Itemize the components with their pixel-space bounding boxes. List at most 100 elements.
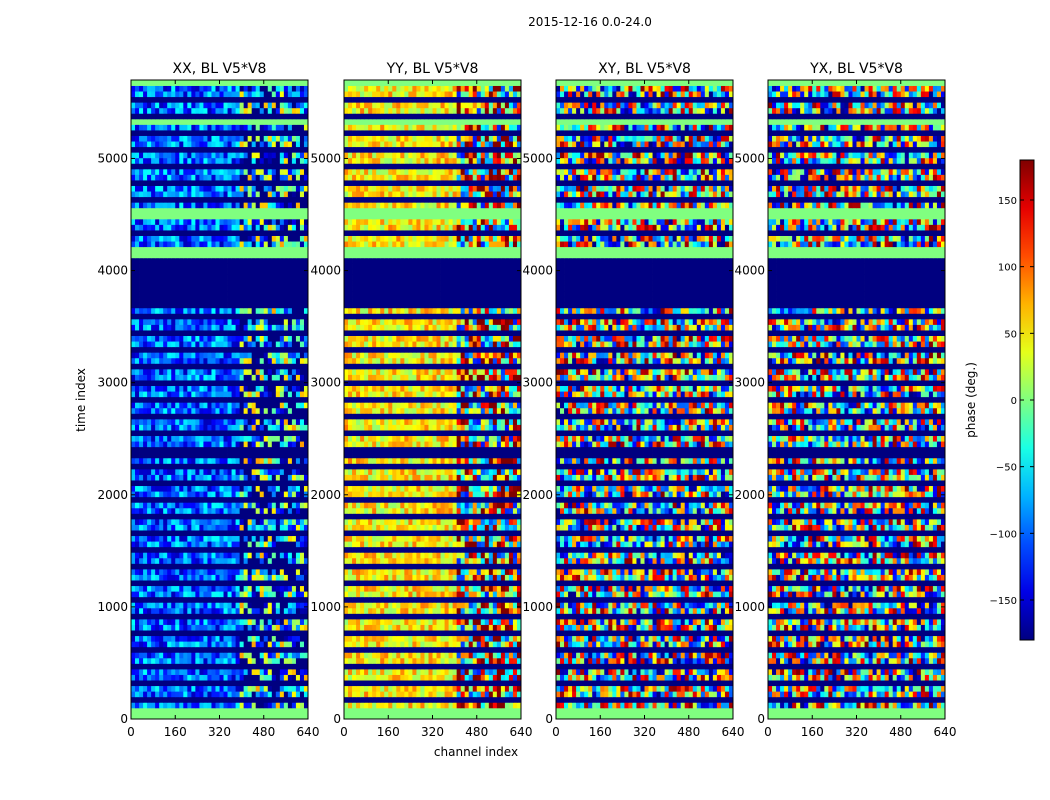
heatmap-cell: [292, 547, 296, 553]
heatmap-cell: [280, 541, 284, 547]
heatmap-cell: [288, 263, 292, 269]
heatmap-cell: [236, 608, 240, 614]
heatmap-cell: [288, 619, 292, 625]
heatmap-cell: [155, 558, 159, 564]
heatmap-cell: [147, 308, 151, 314]
heatmap-cell: [272, 686, 276, 692]
heatmap-cell: [195, 675, 199, 681]
heatmap-cell: [300, 291, 304, 297]
heatmap-cell: [179, 163, 183, 169]
heatmap-cell: [268, 224, 272, 230]
heatmap-cell: [232, 597, 236, 603]
heatmap-cell: [220, 291, 224, 297]
heatmap-cell: [203, 269, 207, 275]
heatmap-cell: [224, 319, 228, 325]
heatmap-cell: [224, 369, 228, 375]
heatmap-cell: [171, 591, 175, 597]
heatmap-cell: [143, 186, 147, 192]
heatmap-cell: [167, 536, 171, 542]
heatmap-cell: [228, 675, 232, 681]
heatmap-cell: [268, 663, 272, 669]
heatmap-cell: [288, 280, 292, 286]
heatmap-cell: [191, 297, 195, 303]
heatmap-cell: [232, 669, 236, 675]
heatmap-cell: [171, 397, 175, 403]
heatmap-cell: [159, 502, 163, 508]
heatmap-cell: [220, 636, 224, 642]
heatmap-cell: [232, 152, 236, 158]
heatmap-cell: [151, 691, 155, 697]
heatmap-cell: [131, 252, 135, 258]
heatmap-cell: [207, 174, 211, 180]
heatmap-cell: [175, 363, 179, 369]
heatmap-cell: [135, 191, 139, 197]
heatmap-cell: [147, 675, 151, 681]
heatmap-cell: [236, 341, 240, 347]
heatmap-cell: [300, 452, 304, 458]
heatmap-cell: [179, 552, 183, 558]
heatmap-cell: [276, 369, 280, 375]
heatmap-cell: [155, 541, 159, 547]
heatmap-cell: [163, 391, 167, 397]
heatmap-cell: [175, 263, 179, 269]
heatmap-cell: [236, 386, 240, 392]
heatmap-cell: [167, 269, 171, 275]
heatmap-cell: [240, 158, 244, 164]
heatmap-cell: [244, 569, 248, 575]
heatmap-cell: [236, 508, 240, 514]
heatmap-cell: [215, 569, 219, 575]
heatmap-cell: [179, 608, 183, 614]
heatmap-cell: [240, 675, 244, 681]
heatmap-cell: [248, 613, 252, 619]
heatmap-cell: [159, 375, 163, 381]
heatmap-cell: [143, 486, 147, 492]
heatmap-cell: [292, 336, 296, 342]
heatmap-cell: [151, 219, 155, 225]
heatmap-cell: [236, 419, 240, 425]
heatmap-cell: [252, 252, 256, 258]
heatmap-cell: [292, 669, 296, 675]
heatmap-cell: [288, 130, 292, 136]
heatmap-cell: [236, 580, 240, 586]
heatmap-cell: [268, 480, 272, 486]
heatmap-cell: [139, 386, 143, 392]
heatmap-cell: [224, 630, 228, 636]
heatmap-cell: [171, 219, 175, 225]
heatmap-cell: [256, 191, 260, 197]
heatmap-cell: [268, 313, 272, 319]
heatmap-cell: [268, 391, 272, 397]
heatmap-cell: [207, 297, 211, 303]
heatmap-cell: [272, 347, 276, 353]
heatmap-cell: [135, 569, 139, 575]
heatmap-cell: [260, 563, 264, 569]
heatmap-cell: [224, 558, 228, 564]
heatmap-cell: [224, 375, 228, 381]
heatmap-cell: [131, 241, 135, 247]
heatmap-cell: [139, 536, 143, 542]
heatmap-cell: [163, 375, 167, 381]
heatmap-cell: [292, 508, 296, 514]
heatmap-cell: [268, 347, 272, 353]
heatmap-cell: [300, 641, 304, 647]
heatmap-cell: [224, 508, 228, 514]
heatmap-cell: [175, 174, 179, 180]
heatmap-cell: [139, 324, 143, 330]
heatmap-cell: [143, 130, 147, 136]
heatmap-cell: [268, 386, 272, 392]
heatmap-cell: [183, 319, 187, 325]
heatmap-cell: [187, 519, 191, 525]
heatmap-cell: [135, 352, 139, 358]
heatmap-cell: [143, 208, 147, 214]
heatmap-cell: [224, 330, 228, 336]
heatmap-cell: [252, 502, 256, 508]
heatmap-cell: [195, 425, 199, 431]
heatmap-cell: [280, 419, 284, 425]
heatmap-cell: [215, 341, 219, 347]
heatmap-cell: [203, 347, 207, 353]
heatmap-cell: [236, 263, 240, 269]
heatmap-cell: [288, 308, 292, 314]
heatmap-cell: [300, 252, 304, 258]
heatmap-cell: [147, 580, 151, 586]
heatmap-cell: [139, 652, 143, 658]
heatmap-cell: [179, 386, 183, 392]
